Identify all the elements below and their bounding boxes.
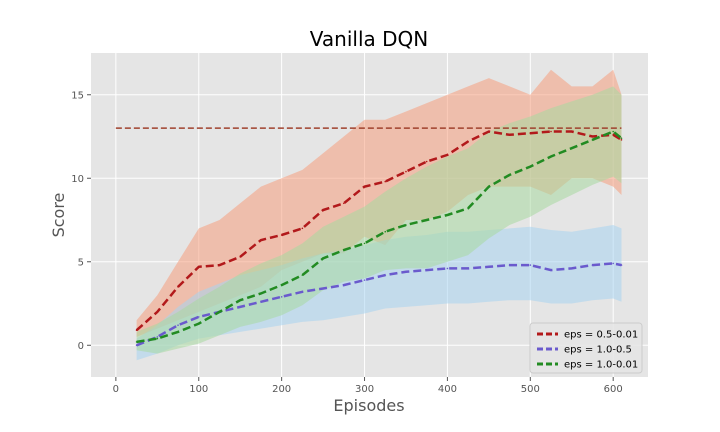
series-lines	[135, 130, 623, 347]
series-3-point	[218, 311, 221, 313]
series-2-point	[425, 269, 428, 271]
series-3-point	[508, 174, 511, 176]
x-tick-label: 0	[113, 384, 119, 395]
series-2-point	[177, 324, 179, 327]
legend-label-3: eps = 1.0-0.01	[564, 360, 638, 371]
series-3-point	[446, 214, 449, 216]
series-3-point	[488, 185, 490, 188]
series-2-point	[135, 344, 138, 347]
series-2-point	[343, 284, 345, 286]
series-2-point	[405, 270, 407, 273]
chart-title: Vanilla DQN	[310, 27, 428, 51]
series-1-point	[322, 209, 324, 211]
series-1-point	[177, 286, 179, 288]
series-3-point	[301, 274, 304, 276]
confidence-bands	[136, 69, 622, 361]
x-tick-label: 200	[272, 384, 291, 395]
series-1-point	[218, 264, 221, 266]
series-1-point	[260, 239, 262, 241]
series-3-point	[384, 230, 387, 233]
series-1-point	[280, 234, 283, 236]
series-2-point	[488, 265, 490, 268]
series-2-point	[620, 264, 623, 266]
y-axis-label: Score	[49, 193, 68, 238]
series-2-point	[570, 267, 573, 270]
series-3-point	[467, 207, 469, 210]
series-3-point	[343, 249, 345, 251]
series-2-point	[156, 336, 159, 338]
series-2-point	[239, 306, 241, 308]
x-tick-label: 400	[438, 384, 457, 395]
series-1-point	[425, 160, 428, 163]
series-1-point	[156, 311, 159, 313]
series-3-point	[612, 130, 614, 133]
series-1-point	[467, 140, 469, 143]
series-3-point	[197, 322, 200, 325]
series-2-point	[280, 296, 283, 298]
series-2-point	[363, 279, 366, 281]
x-tick-label: 100	[189, 384, 208, 395]
series-3-point	[425, 219, 428, 221]
x-tick-label: 300	[355, 384, 374, 395]
series-2-point	[301, 291, 304, 293]
series-3-point	[363, 242, 366, 245]
series-3-point	[260, 292, 262, 295]
series-2-point	[591, 264, 594, 266]
x-tick-label: 500	[521, 384, 540, 395]
x-tick-label: 600	[604, 384, 623, 395]
y-tick-label: 0	[78, 341, 84, 352]
axis-ticks: 0 100 200 300 400 500 600 0 5 10 15	[71, 90, 622, 395]
series-3-point	[591, 139, 594, 141]
series-2-point	[197, 316, 200, 318]
series-2-point	[467, 267, 469, 270]
series-3-point	[620, 137, 623, 139]
series-1-point	[405, 170, 407, 173]
series-1-point	[550, 130, 552, 133]
series-3-point	[550, 155, 552, 158]
series-1-point	[197, 265, 200, 268]
legend-label-1: eps = 0.5-0.01	[564, 330, 638, 341]
series-band-2	[136, 225, 622, 361]
series-2-point	[529, 264, 532, 266]
series-1-point	[384, 180, 387, 183]
series-3-point	[570, 147, 573, 149]
series-1-point	[570, 130, 573, 133]
series-1-point	[301, 227, 304, 230]
series-1-point	[363, 185, 366, 188]
series-3-point	[322, 257, 324, 260]
series-band-3	[136, 86, 622, 354]
series-3-point	[529, 165, 532, 168]
legend: eps = 0.5-0.01 eps = 1.0-0.5 eps = 1.0-0.0…	[529, 322, 643, 374]
series-2-point	[508, 264, 511, 266]
y-tick-label: 5	[78, 257, 84, 268]
series-3-point	[239, 299, 241, 301]
series-3-point	[156, 337, 159, 340]
series-2-point	[612, 262, 614, 265]
y-tick-label: 15	[71, 90, 84, 101]
series-1-point	[529, 132, 532, 134]
series-2-point	[446, 267, 449, 270]
series-1-point	[591, 135, 594, 138]
y-tick-label: 10	[71, 174, 84, 185]
series-1-point	[446, 154, 449, 156]
series-1-point	[620, 139, 623, 141]
series-1-point	[612, 134, 614, 136]
series-3-point	[177, 331, 179, 333]
series-2-point	[550, 269, 552, 271]
series-3-point	[135, 341, 138, 343]
series-3-point	[280, 284, 283, 286]
series-1-point	[508, 134, 511, 136]
series-2-point	[384, 274, 387, 276]
series-1-point	[488, 130, 490, 133]
series-1-point	[239, 255, 241, 258]
series-1-point	[135, 329, 138, 332]
series-3-point	[405, 224, 407, 226]
series-2-point	[322, 287, 324, 290]
x-axis-label: Episodes	[333, 396, 404, 415]
legend-label-2: eps = 1.0-0.5	[564, 345, 632, 356]
series-1-point	[343, 202, 345, 205]
series-2-point	[260, 301, 262, 303]
